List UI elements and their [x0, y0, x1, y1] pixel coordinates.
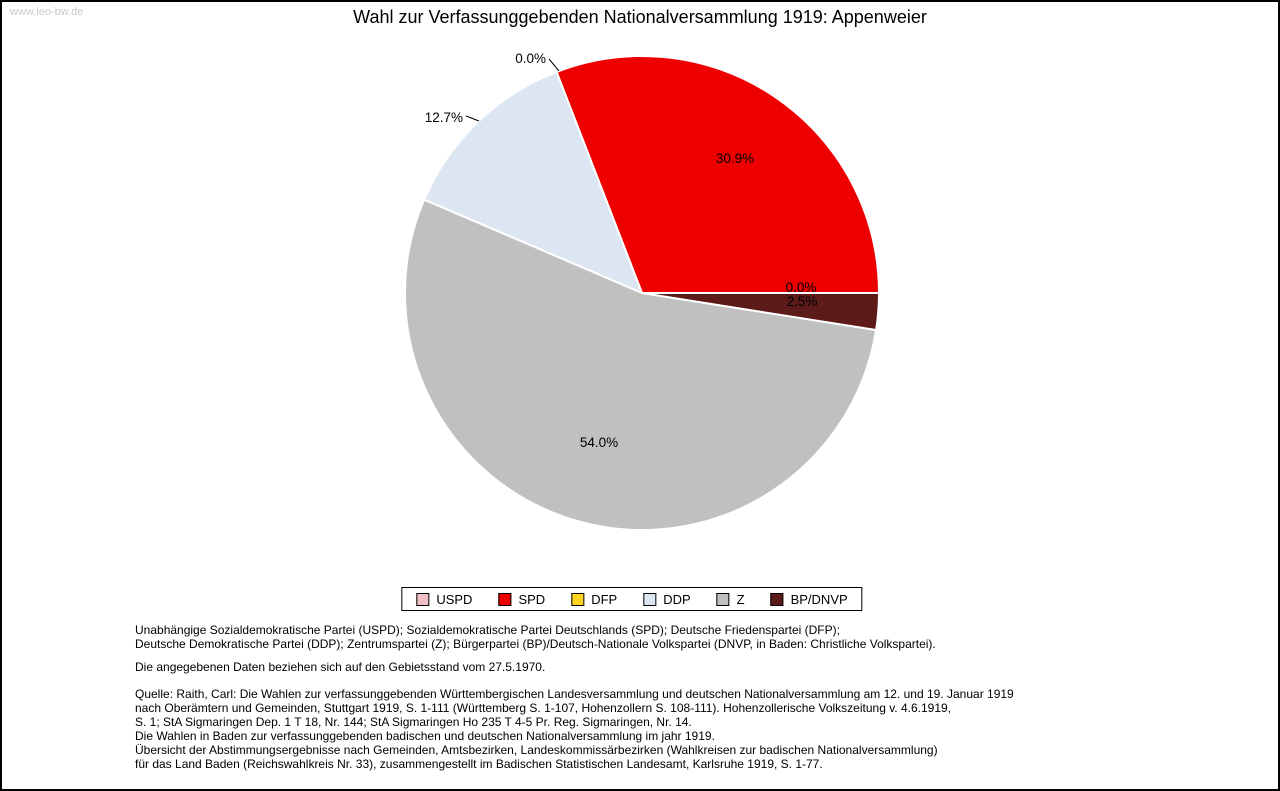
pie-chart: 0.0% 30.9% 0.0% 12.7% 54.0% 2.5% — [404, 51, 880, 531]
pie-percent-label-z: 54.0% — [580, 435, 618, 450]
legend-swatch-dfp — [571, 592, 585, 606]
legend-item-uspd: USPD — [416, 592, 472, 607]
pie-slice-spd — [555, 55, 880, 294]
footer: Unabhängige Sozialdemokratische Partei (… — [135, 623, 1258, 771]
legend-item-z: Z — [716, 591, 745, 607]
pie-percent-label-bp-dnvp: 2.5% — [787, 294, 818, 309]
legend-label-ddp: DDP — [663, 591, 691, 607]
pie-percent-label-ddp: 12.7% — [425, 110, 463, 125]
pie-slice-bp-dnvp — [641, 292, 880, 332]
pie-label-leader-ddp — [465, 115, 480, 122]
page-title: Wahl zur Verfassunggebenden Nationalvers… — [353, 7, 927, 27]
pie-percent-label-dfp: 0.0% — [515, 51, 546, 66]
footer-source: Quelle: Raith, Carl: Die Wahlen zur verf… — [135, 687, 1258, 771]
footer-line: Deutsche Demokratische Partei (DDP); Zen… — [135, 637, 936, 651]
footer-line: Unabhängige Sozialdemokratische Partei (… — [135, 623, 840, 637]
footer-line: Übersicht der Abstimmungsergebnisse nach… — [135, 743, 938, 757]
footer-party-definitions: Unabhängige Sozialdemokratische Partei (… — [135, 623, 1258, 651]
legend-item-spd: SPD — [498, 592, 545, 607]
legend-swatch-spd — [498, 592, 512, 606]
legend-item-ddp: DDP — [643, 591, 691, 607]
legend-label-spd: SPD — [518, 591, 546, 607]
legend-label-z: Z — [736, 591, 745, 607]
footer-line: S. 1; StA Sigmaringen Dep. 1 T 18, Nr. 1… — [135, 715, 692, 729]
pie-slice-z — [404, 198, 878, 531]
legend-swatch-ddp — [643, 592, 657, 606]
legend-item-bp-dnvp: BP/DNVP — [770, 591, 848, 607]
legend: USPD SPD DFP DDP Z BP/DNVP — [401, 587, 863, 611]
watermark: www.leo-bw.de — [10, 6, 84, 18]
legend-label-dfp: DFP — [591, 591, 618, 607]
legend-item-dfp: DFP — [571, 592, 617, 607]
legend-swatch-uspd — [416, 592, 430, 606]
footer-line: Die Wahlen in Baden zur verfassunggebend… — [135, 729, 715, 743]
footer-line: nach Oberämtern und Gemeinden, Stuttgart… — [135, 701, 952, 715]
footer-note: Die angegebenen Daten beziehen sich auf … — [135, 660, 546, 674]
legend-label-bp-dnvp: BP/DNVP — [790, 591, 848, 607]
legend-swatch-z — [716, 592, 730, 606]
footer-line: Quelle: Raith, Carl: Die Wahlen zur verf… — [135, 687, 1014, 701]
footer-line: für das Land Baden (Reichswahlkreis Nr. … — [135, 757, 823, 771]
legend-label-uspd: USPD — [436, 591, 473, 607]
legend-swatch-bp-dnvp — [770, 592, 784, 606]
pie-percent-label-spd: 30.9% — [716, 151, 754, 166]
pie-label-leader-dfp — [548, 58, 560, 72]
pie-slice-ddp — [423, 70, 643, 294]
pie-percent-label-uspd: 0.0% — [786, 280, 817, 295]
